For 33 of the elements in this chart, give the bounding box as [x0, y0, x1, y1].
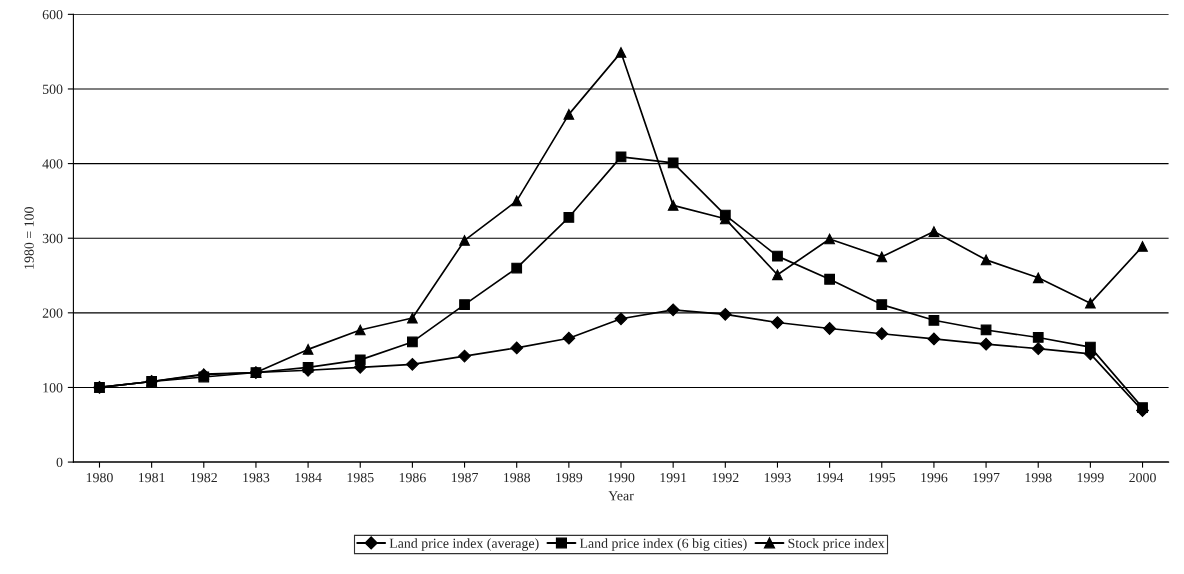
x-tick-label: 1990 [608, 472, 635, 483]
x-tick-label: 1987 [451, 472, 479, 483]
x-tick-label: 1992 [712, 472, 739, 483]
y-tick-label: 100 [43, 383, 63, 393]
legend-label: Stock price index [788, 538, 885, 551]
x-tick-label: 1995 [869, 472, 896, 483]
x-tick-label: 1993 [764, 472, 791, 483]
y-tick-label: 0 [56, 457, 63, 468]
y-tick-label: 200 [42, 308, 63, 318]
x-tick-label: 2000 [1129, 472, 1156, 483]
x-tick-label: 1996 [921, 472, 948, 483]
x-tick-label: 1988 [504, 472, 531, 483]
x-tick-label: 1986 [399, 472, 426, 483]
y-tick-label: 600 [42, 9, 63, 20]
x-tick-label: 1985 [347, 472, 374, 483]
y-tick-label: 400 [42, 159, 63, 169]
x-tick-label: 1998 [1025, 472, 1052, 483]
x-tick-label: 1980 [86, 472, 113, 483]
x-tick-label: 1991 [660, 472, 687, 483]
x-tick-label: 1982 [191, 472, 217, 483]
x-tick-label: 1989 [556, 472, 583, 483]
legend-label: Land price index (average) [389, 538, 539, 551]
x-tick-label: 1994 [816, 472, 844, 483]
x-tick-label: 1999 [1077, 472, 1104, 483]
y-tick-label: 300 [42, 233, 63, 244]
x-tick-label: 1984 [295, 472, 322, 483]
legend-label: Land price index (6 big cities) [579, 538, 747, 551]
x-tick-label: 1983 [243, 472, 270, 483]
x-axis-title: Year [608, 491, 634, 501]
y-axis-title: 1980 = 100 [24, 207, 34, 269]
y-tick-label: 500 [42, 84, 63, 94]
x-tick-label: 1997 [973, 472, 1000, 483]
x-tick-label: 1981 [138, 472, 165, 483]
